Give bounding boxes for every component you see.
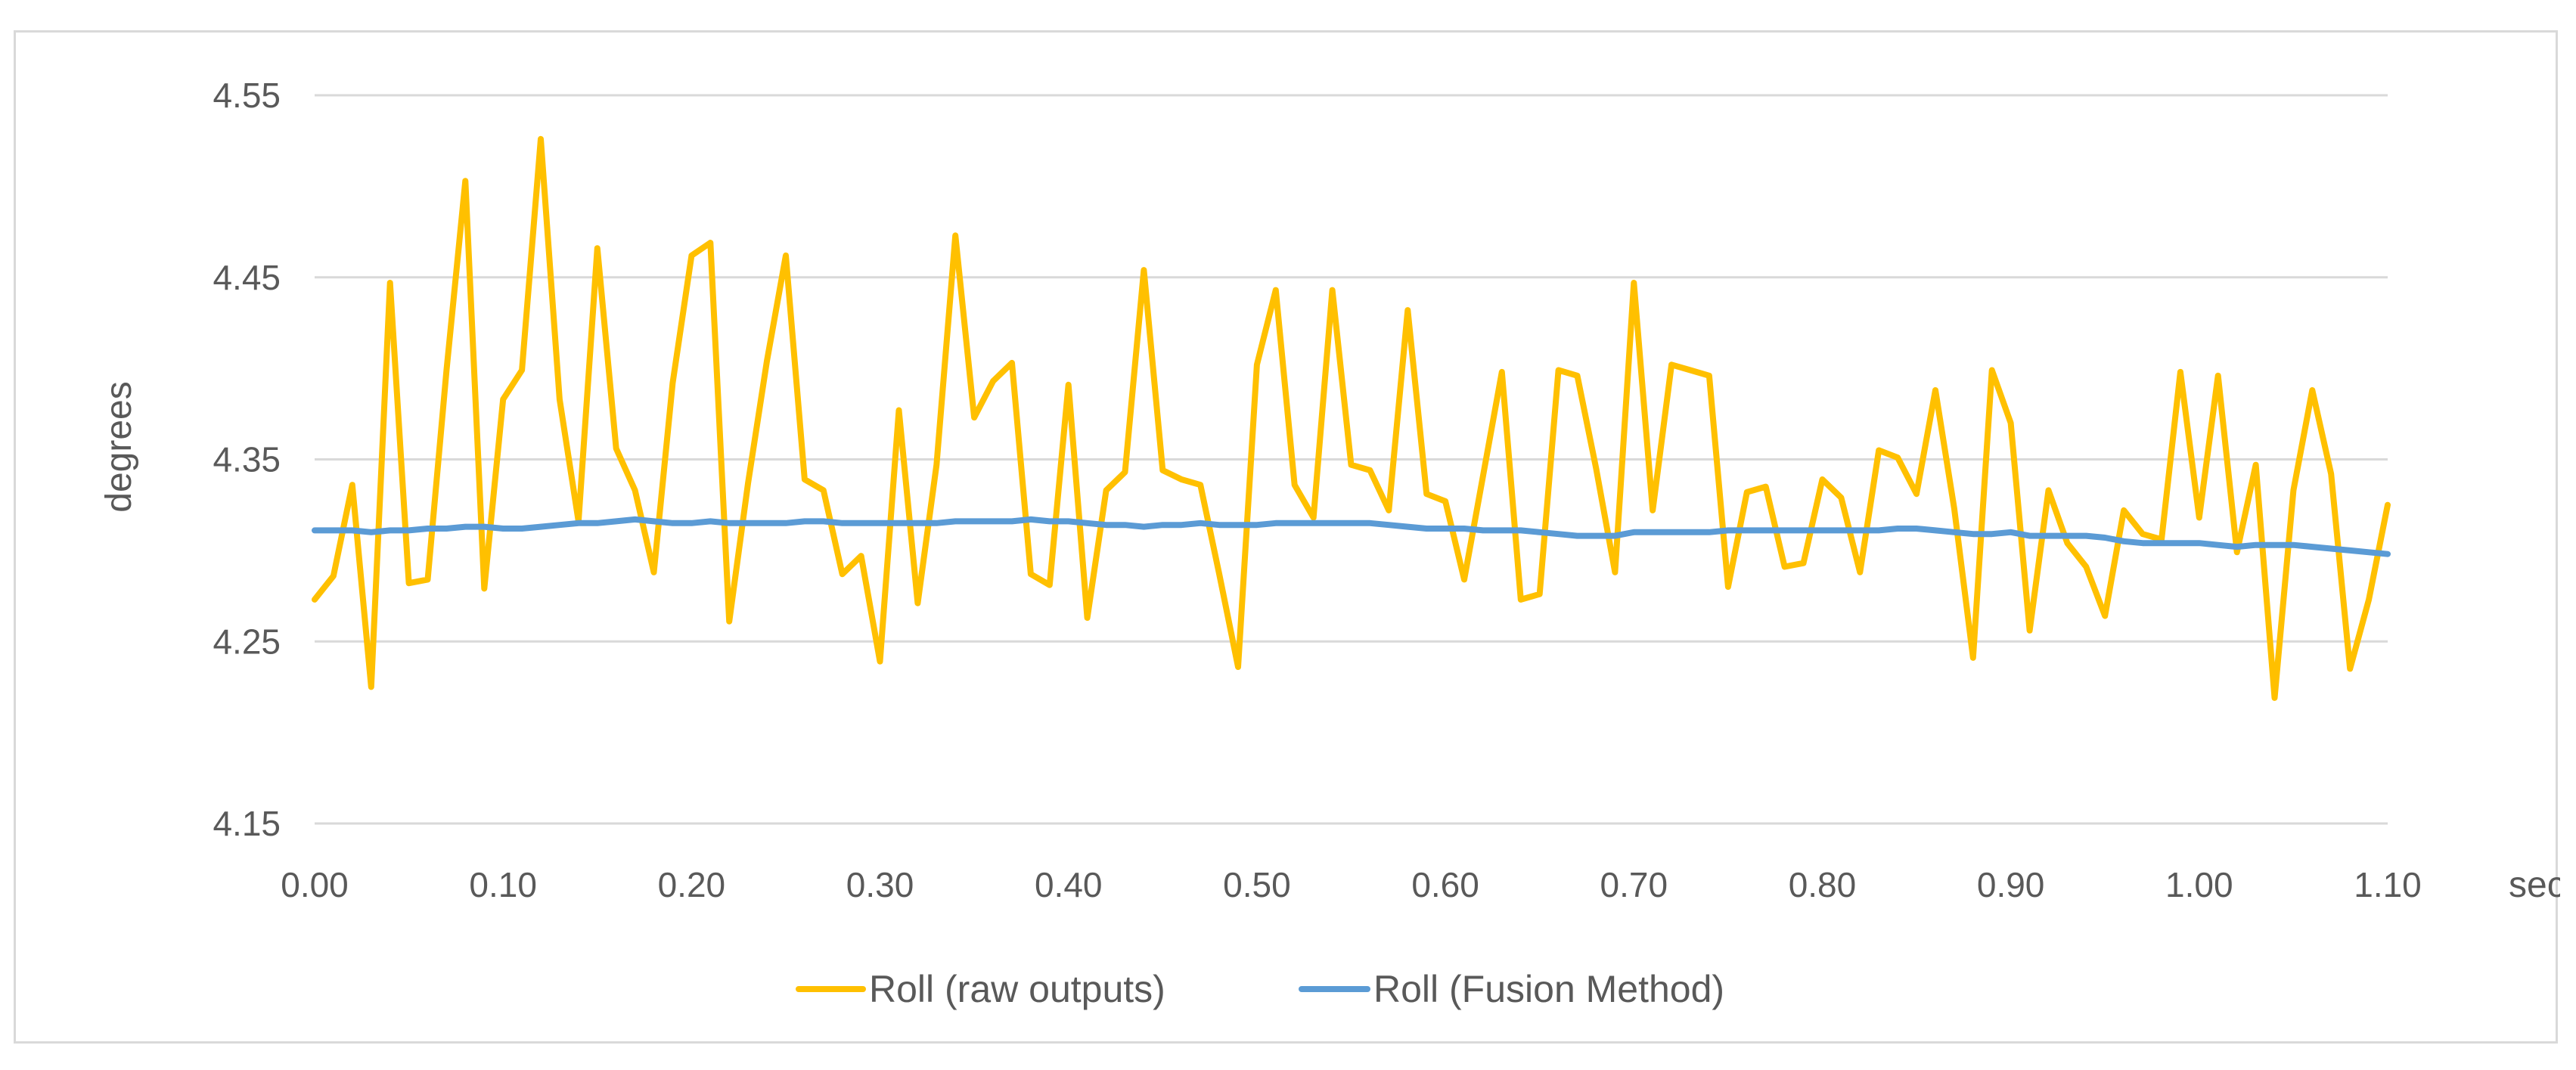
y-tick-label: 4.25 (213, 622, 281, 661)
series-line-fusion (312, 516, 2391, 557)
x-tick-label: 0.30 (846, 865, 914, 904)
legend-label-raw: Roll (raw outputs) (869, 968, 1165, 1010)
y-axis-ticks: 4.15 4.25 4.35 4.45 4.55 (213, 76, 281, 843)
legend-label-fusion: Roll (Fusion Method) (1373, 968, 1724, 1010)
x-axis-title: sec (2509, 865, 2560, 905)
line-chart: 4.15 4.25 4.35 4.45 4.55 0.00 0.10 0.20 0.30 0.4… (99, 76, 2560, 1010)
legend: Roll (raw outputs) Roll (Fusion Method) (796, 968, 1724, 1010)
x-tick-label: 0.50 (1223, 865, 1291, 904)
x-tick-label: 0.00 (281, 865, 349, 904)
y-tick-label: 4.35 (213, 440, 281, 479)
y-tick-label: 4.55 (213, 76, 281, 115)
x-tick-label: 0.40 (1035, 865, 1103, 904)
y-tick-label: 4.45 (213, 258, 281, 297)
x-tick-label: 0.70 (1600, 865, 1668, 904)
y-axis-title: degrees (99, 381, 139, 512)
x-axis-ticks: 0.00 0.10 0.20 0.30 0.40 0.50 0.60 0.70 0.80 0.90… (281, 865, 2422, 904)
x-tick-label: 0.60 (1411, 865, 1479, 904)
x-tick-label: 1.00 (2165, 865, 2233, 904)
x-tick-label: 0.20 (658, 865, 726, 904)
x-tick-label: 0.10 (469, 865, 537, 904)
series-line-raw (312, 135, 2391, 701)
x-tick-label: 0.90 (1977, 865, 2045, 904)
x-tick-label: 0.80 (1789, 865, 1857, 904)
x-tick-label: 1.10 (2354, 865, 2422, 904)
y-tick-label: 4.15 (213, 804, 281, 843)
series-lines (312, 135, 2391, 701)
chart-frame: 4.15 4.25 4.35 4.45 4.55 0.00 0.10 0.20 0.30 0.4… (14, 30, 2560, 1044)
